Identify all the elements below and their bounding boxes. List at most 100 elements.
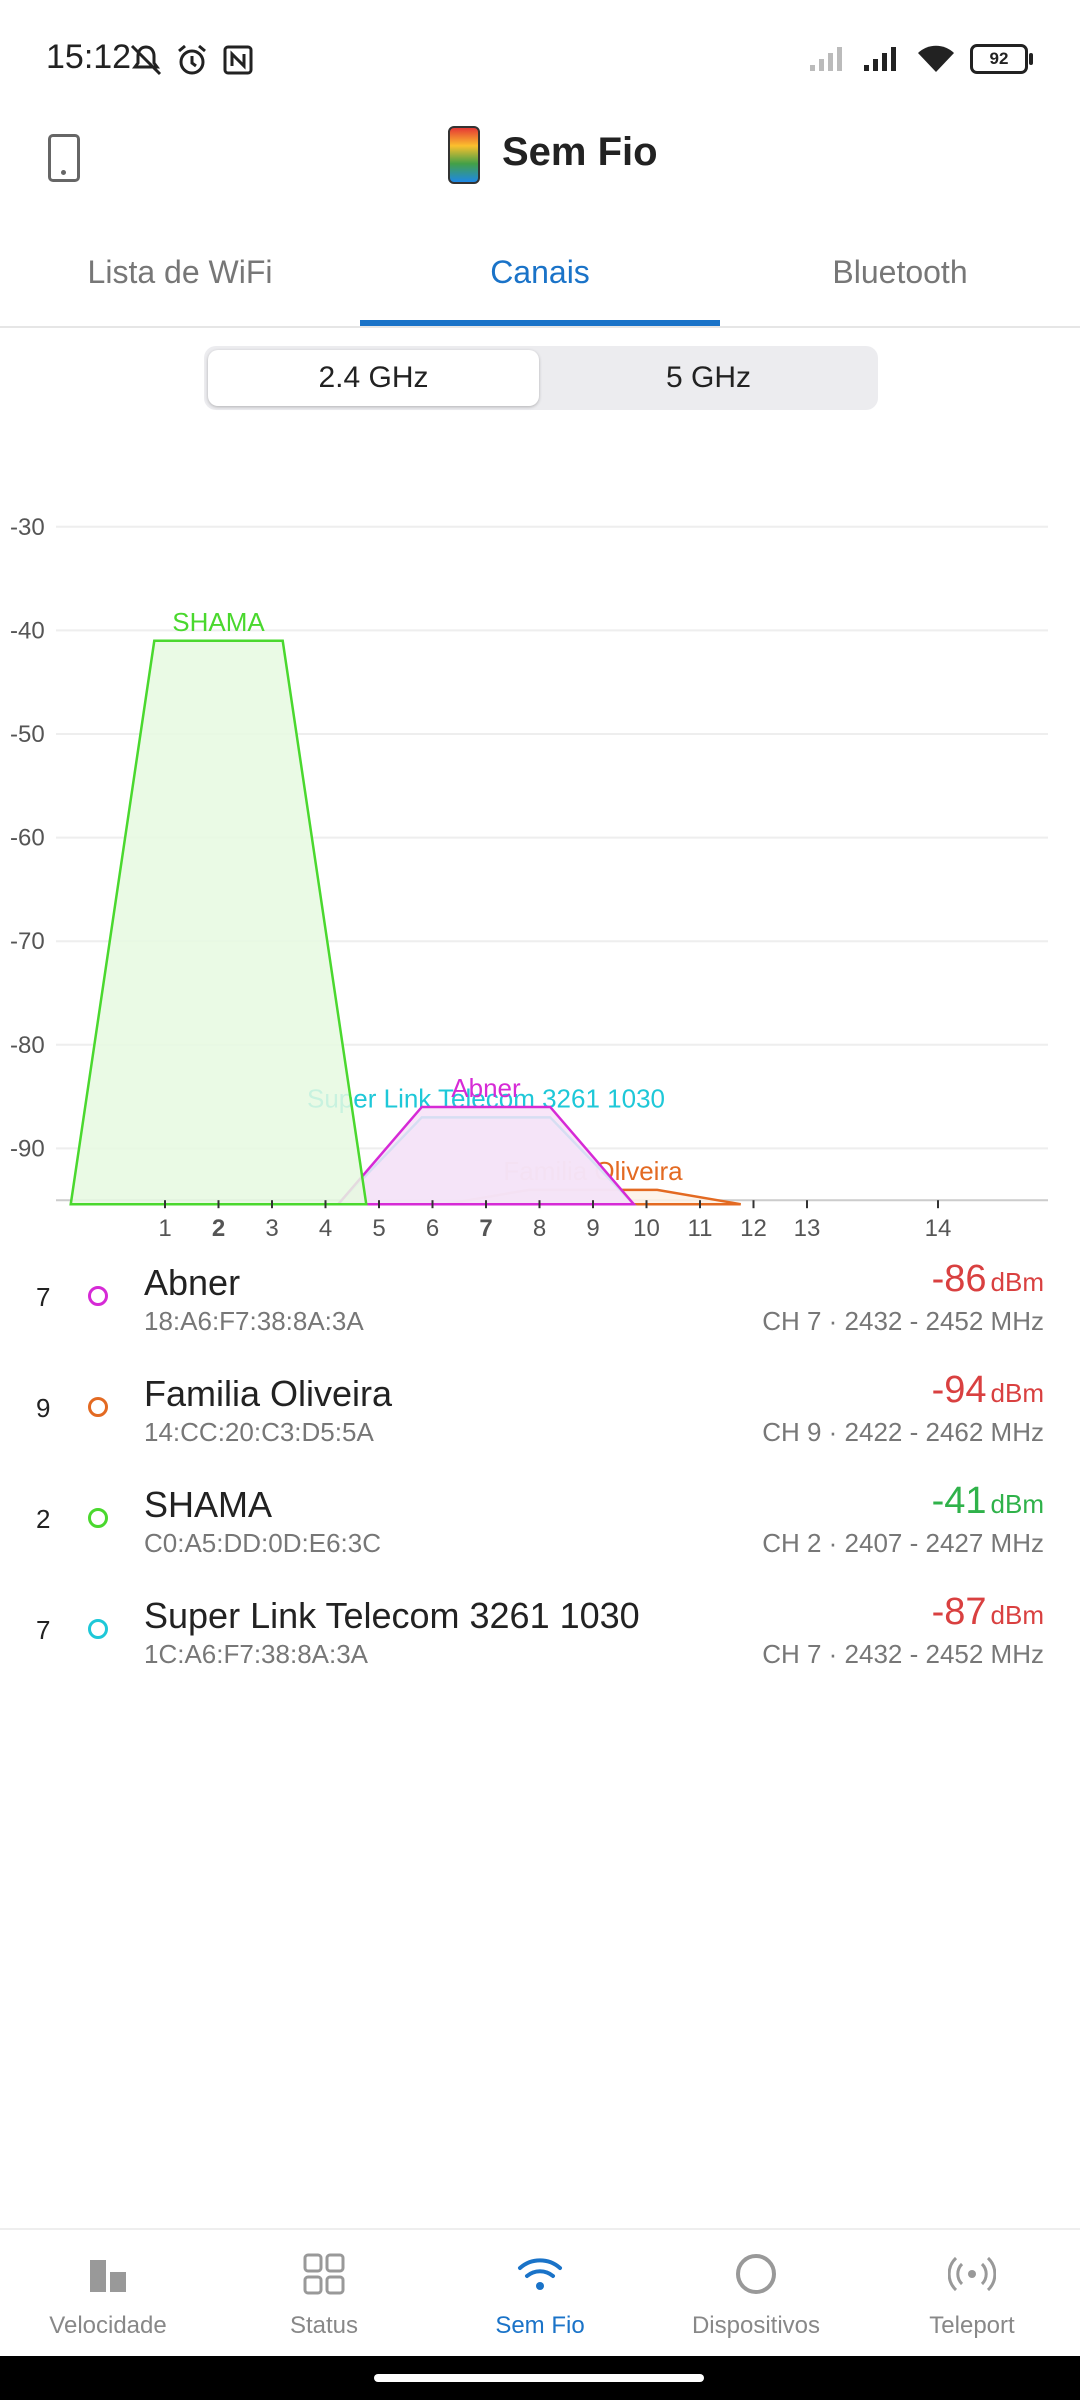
signal-strength: -94 dBm bbox=[932, 1369, 1044, 1412]
battery-level: 92 bbox=[989, 49, 1009, 68]
nav-label: Teleport bbox=[929, 2312, 1015, 2339]
channel-info: CH 7 · 2432 - 2452 MHz bbox=[762, 1306, 1044, 1336]
signal-unit: dBm bbox=[990, 1489, 1044, 1519]
alarm-icon bbox=[178, 44, 206, 75]
wifi-icon bbox=[918, 45, 954, 72]
nav-label: Dispositivos bbox=[691, 2312, 821, 2339]
gesture-bar bbox=[0, 2356, 1080, 2400]
tab-wifi-list[interactable]: Lista de WiFi bbox=[87, 254, 273, 290]
channel-info: CH 7 · 2432 - 2452 MHz bbox=[762, 1639, 1044, 1669]
network-mac: 18:A6:F7:38:8A:3A bbox=[144, 1306, 364, 1336]
y-tick-label: -70 bbox=[10, 928, 45, 955]
list-item[interactable]: 2 SHAMA C0:A5:DD:0D:E6:3C -41 dBm CH 2 · 2407… bbox=[0, 1476, 1080, 1587]
signal-unit: dBm bbox=[990, 1600, 1044, 1630]
channel-chart: -30-40-50-60-70-80-90Familia OliveiraSup… bbox=[10, 514, 1048, 1242]
network-name: Super Link Telecom 3261 1030 bbox=[144, 1595, 640, 1636]
tab-channels[interactable]: Canais bbox=[490, 254, 590, 290]
band-5ghz-button[interactable]: 5 GHz bbox=[665, 361, 752, 394]
list-item[interactable]: 7 Super Link Telecom 3261 1030 1C:A6:F7:38… bbox=[0, 1587, 1080, 1698]
curve-label: SHAMA bbox=[172, 607, 265, 637]
nfc-icon bbox=[223, 45, 253, 75]
signal-icon bbox=[864, 47, 896, 71]
x-tick-label: 13 bbox=[794, 1215, 821, 1242]
network-color-dot bbox=[88, 1619, 108, 1639]
signal-value: -94 bbox=[931, 1369, 987, 1411]
channel-number: 2 bbox=[36, 1504, 51, 1534]
channel-info: CH 2 · 2407 - 2427 MHz bbox=[762, 1528, 1044, 1558]
devices-icon bbox=[736, 2254, 776, 2294]
y-tick-label: -60 bbox=[10, 825, 45, 852]
nav-velocidade[interactable]: Velocidade bbox=[0, 2230, 216, 2358]
x-tick-label: 10 bbox=[633, 1215, 660, 1242]
network-name: Familia Oliveira bbox=[144, 1373, 393, 1414]
signal-unit: dBm bbox=[990, 1378, 1044, 1408]
page-title: Sem Fio bbox=[502, 130, 658, 174]
network-color-dot bbox=[88, 1397, 108, 1417]
x-tick-label: 8 bbox=[533, 1215, 546, 1242]
x-tick-label: 7 bbox=[479, 1215, 492, 1242]
x-tick-label: 3 bbox=[265, 1215, 278, 1242]
bottom-nav: Velocidade Status Sem Fio Dispositivos T… bbox=[0, 2228, 1080, 2358]
signal-value: -41 bbox=[931, 1480, 987, 1522]
speed-icon bbox=[90, 2260, 126, 2292]
nav-label: Sem Fio bbox=[495, 2312, 585, 2339]
x-tick-label: 1 bbox=[158, 1215, 171, 1242]
channel-info: CH 9 · 2422 - 2462 MHz bbox=[762, 1417, 1044, 1447]
x-tick-label: 5 bbox=[372, 1215, 385, 1242]
x-tick-label: 6 bbox=[426, 1215, 439, 1242]
channel-number: 7 bbox=[36, 1282, 51, 1312]
nav-teleport[interactable]: Teleport bbox=[864, 2230, 1080, 2358]
nav-dispositivos[interactable]: Dispositivos bbox=[648, 2230, 864, 2358]
nav-label: Velocidade bbox=[49, 2312, 167, 2339]
grid-icon bbox=[303, 2253, 345, 2295]
battery-icon: 92 bbox=[970, 44, 1033, 74]
y-tick-label: -90 bbox=[10, 1135, 45, 1162]
tab-bar: Lista de WiFi Canais Bluetooth bbox=[0, 240, 1080, 328]
channel-curve bbox=[335, 1105, 637, 1206]
network-mac: 14:CC:20:C3:D5:5A bbox=[144, 1417, 374, 1447]
status-icons-left bbox=[128, 42, 256, 78]
list-item[interactable]: 9 Familia Oliveira 14:CC:20:C3:D5:5A -94 dBm… bbox=[0, 1365, 1080, 1476]
network-color-dot bbox=[88, 1508, 108, 1528]
app-header: Sem Fio bbox=[0, 120, 1080, 240]
status-icons-right: 92 bbox=[808, 44, 1033, 74]
x-tick-label: 11 bbox=[688, 1215, 713, 1242]
nav-status[interactable]: Status bbox=[216, 2230, 432, 2358]
home-indicator bbox=[374, 2374, 704, 2382]
status-bar: 15:12 92 bbox=[0, 0, 1080, 120]
signal-strength: -86 dBm bbox=[932, 1258, 1044, 1301]
tab-bluetooth[interactable]: Bluetooth bbox=[832, 254, 968, 290]
y-tick-label: -50 bbox=[10, 721, 45, 748]
wifi-icon bbox=[518, 2258, 562, 2290]
y-tick-label: -40 bbox=[10, 617, 45, 644]
teleport-icon bbox=[948, 2256, 996, 2292]
signal-value: -86 bbox=[931, 1258, 987, 1300]
network-mac: C0:A5:DD:0D:E6:3C bbox=[144, 1528, 381, 1558]
nav-sem-fio[interactable]: Sem Fio bbox=[432, 2230, 648, 2358]
x-tick-label: 12 bbox=[740, 1215, 767, 1242]
band-2-4ghz-button[interactable]: 2.4 GHz bbox=[208, 350, 539, 406]
network-name: SHAMA bbox=[144, 1484, 273, 1525]
x-tick-label: 9 bbox=[586, 1215, 599, 1242]
status-time: 15:12 bbox=[46, 38, 132, 76]
x-tick-label: 4 bbox=[319, 1215, 332, 1242]
signal-strength: -87 dBm bbox=[932, 1591, 1044, 1634]
channel-curve bbox=[69, 639, 368, 1206]
signal-unit: dBm bbox=[990, 1267, 1044, 1297]
phone-icon[interactable] bbox=[48, 134, 80, 182]
y-tick-label: -80 bbox=[10, 1032, 45, 1059]
network-list: 7 Abner 18:A6:F7:38:8A:3A -86 dBm CH 7 · 2432… bbox=[0, 1254, 1080, 1698]
signal-value: -87 bbox=[931, 1591, 987, 1633]
x-tick-label: 2 bbox=[212, 1215, 225, 1242]
signal-icon bbox=[810, 47, 842, 71]
network-name: Abner bbox=[144, 1262, 241, 1303]
mute-icon bbox=[130, 44, 162, 76]
channel-number: 7 bbox=[36, 1615, 51, 1645]
network-mac: 1C:A6:F7:38:8A:3A bbox=[144, 1639, 369, 1669]
y-tick-label: -30 bbox=[10, 514, 45, 541]
tab-indicator bbox=[360, 320, 720, 326]
list-item[interactable]: 7 Abner 18:A6:F7:38:8A:3A -86 dBm CH 7 · 2432… bbox=[0, 1254, 1080, 1365]
band-selector: 2.4 GHz 5 GHz bbox=[204, 346, 878, 410]
network-color-dot bbox=[88, 1286, 108, 1306]
nav-label: Status bbox=[289, 2312, 359, 2339]
